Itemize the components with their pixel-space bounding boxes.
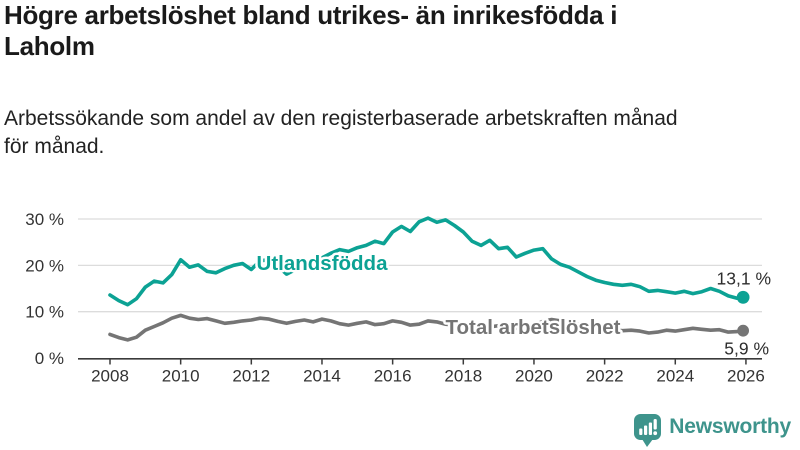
series-label: Utlandsfödda — [257, 252, 389, 275]
x-tick-label: 2026 — [727, 367, 765, 386]
brand-footer: Newsworthy — [633, 412, 791, 448]
series-line-total — [108, 313, 745, 342]
y-tick-label: 20 % — [25, 256, 64, 275]
end-value-label: 13,1 % — [717, 268, 771, 288]
newsworthy-logo-icon — [634, 414, 662, 447]
x-tick-label: 2024 — [656, 367, 694, 386]
gridlines — [78, 218, 762, 313]
page-subtitle: Arbetssökande som andel av den registerb… — [4, 107, 678, 158]
x-tick-label: 2008 — [91, 367, 129, 386]
end-dot — [737, 324, 750, 337]
end-dot — [736, 290, 750, 304]
data-lines — [108, 216, 745, 342]
x-axis — [78, 357, 762, 365]
x-axis-labels: 2008 2010 2012 2014 2016 2018 2020 2022 2024 2026 — [91, 367, 765, 386]
page-title: Högre arbetslöshet bland utrikes- än inr… — [4, 0, 618, 61]
end-value-label: 5,9 % — [724, 339, 769, 359]
x-tick-label: 2020 — [515, 367, 553, 386]
series-line-utlandsfodda — [108, 216, 745, 307]
brand-name: Newsworthy — [669, 415, 791, 438]
end-markers-and-values: 13,1 % 5,9 % — [717, 268, 771, 358]
x-tick-label: 2022 — [586, 367, 624, 386]
x-tick-label: 2016 — [374, 367, 412, 386]
x-tick-label: 2010 — [162, 367, 200, 386]
y-tick-label: 0 % — [35, 349, 64, 368]
y-tick-label: 30 % — [25, 210, 64, 229]
y-axis-labels: 0 % 10 % 20 % 30 % — [25, 210, 64, 368]
series-labels: Utlandsfödda Total arbetslöshet — [254, 250, 623, 342]
series-label: Total arbetslöshet — [445, 316, 620, 339]
x-tick-label: 2018 — [444, 367, 482, 386]
x-tick-label: 2014 — [303, 367, 341, 386]
y-tick-label: 10 % — [25, 303, 64, 322]
x-tick-label: 2012 — [232, 367, 270, 386]
